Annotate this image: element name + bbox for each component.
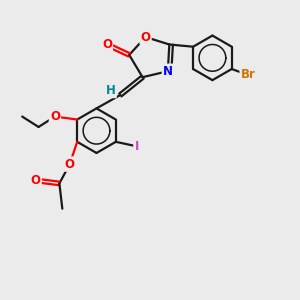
Text: Br: Br xyxy=(241,68,256,82)
Text: I: I xyxy=(134,140,139,153)
Text: N: N xyxy=(163,65,173,78)
Text: H: H xyxy=(106,84,116,97)
Text: O: O xyxy=(50,110,60,123)
Text: O: O xyxy=(31,174,40,187)
Text: O: O xyxy=(140,31,151,44)
Text: O: O xyxy=(65,158,75,171)
Text: O: O xyxy=(102,38,112,51)
